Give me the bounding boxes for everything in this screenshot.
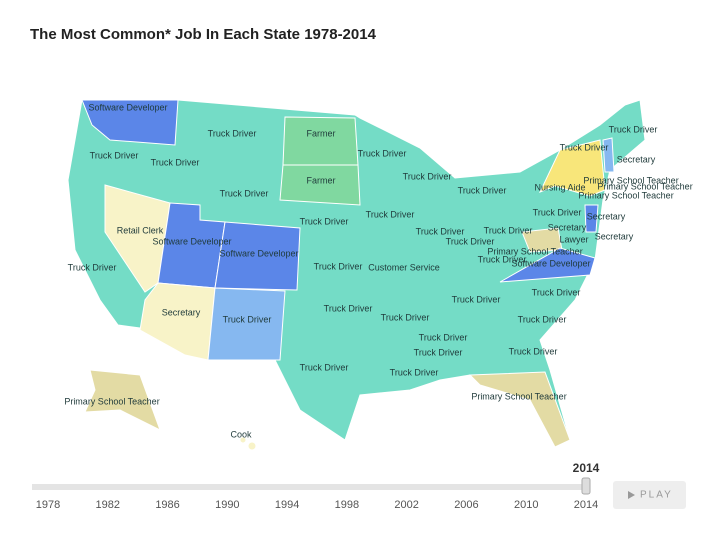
state-label: Truck Driver — [68, 262, 117, 272]
state-label: Truck Driver — [419, 332, 468, 342]
state-label: Software Developer — [152, 236, 231, 246]
state-label: Lawyer — [559, 234, 588, 244]
state-label: Truck Driver — [452, 294, 501, 304]
slider-tick-label: 1994 — [275, 499, 299, 511]
arizona — [139, 282, 216, 361]
state-label: Truck Driver — [414, 347, 463, 357]
state-label: Primary School Teacher — [583, 175, 678, 185]
state-label: Truck Driver — [484, 225, 533, 235]
state-label: Secretary — [617, 154, 656, 164]
state-label: Truck Driver — [223, 314, 272, 324]
play-label: PLAY — [640, 490, 673, 501]
state-label: Truck Driver — [220, 188, 269, 198]
state-label: Cook — [230, 429, 252, 439]
slider-tick-label: 2006 — [454, 499, 478, 511]
state-label: Primary School Teacher — [597, 181, 692, 191]
slider-tick-label: 1990 — [215, 499, 239, 511]
colorado — [214, 221, 301, 291]
state-label: Primary School Teacher — [64, 396, 159, 406]
state-label: Truck Driver — [151, 157, 200, 167]
washington — [81, 99, 179, 146]
state-label: Truck Driver — [509, 346, 558, 356]
state-label: Truck Driver — [403, 171, 452, 181]
state-label: Truck Driver — [366, 209, 415, 219]
north-dakota — [282, 116, 359, 166]
play-button[interactable] — [613, 481, 686, 509]
virginia — [499, 247, 596, 283]
slider-current: 2014 — [573, 461, 600, 475]
state-label: Truck Driver — [478, 254, 527, 264]
state-label: Truck Driver — [324, 303, 373, 313]
state-label: Truck Driver — [358, 148, 407, 158]
state-label: Primary School Teacher — [471, 391, 566, 401]
state-label: Software Developer — [219, 248, 298, 258]
state-label: Truck Driver — [390, 367, 439, 377]
state-label: Primary School Teacher — [578, 190, 673, 200]
state-label: Secretary — [162, 307, 201, 317]
slider-tick-label: 2014 — [574, 499, 598, 511]
hawaii — [247, 441, 257, 451]
state-label: Truck Driver — [518, 314, 567, 324]
state-label: Truck Driver — [609, 124, 658, 134]
new-mexico — [207, 287, 286, 361]
state-label: Truck Driver — [300, 362, 349, 372]
state-label: Secretary — [548, 222, 587, 232]
hawaii — [239, 436, 247, 444]
slider-handle[interactable] — [581, 477, 591, 495]
slider-tick-label: 1986 — [155, 499, 179, 511]
state-label: Nursing Aide — [534, 182, 585, 192]
state-label: Secretary — [595, 231, 634, 241]
slider-tick-label: 1978 — [36, 499, 60, 511]
state-label: Secretary — [587, 211, 626, 221]
state-label: Truck Driver — [90, 150, 139, 160]
state-label: Software Developer — [88, 102, 167, 112]
state-label: Truck Driver — [381, 312, 430, 322]
state-label: Truck Driver — [300, 216, 349, 226]
state-label: Truck Driver — [458, 185, 507, 195]
state-label: Truck Driver — [533, 207, 582, 217]
title: The Most Common* Job In Each State 1978-… — [30, 26, 377, 43]
alaska — [84, 369, 161, 432]
new-england — [602, 137, 615, 173]
state-label: Truck Driver — [560, 142, 609, 152]
state-label: Truck Driver — [416, 226, 465, 236]
new-jersey — [584, 204, 599, 233]
slider-tick-label: 1998 — [335, 499, 359, 511]
state-label: Software Developer — [511, 258, 590, 268]
map — [67, 99, 646, 451]
slider-tick-label: 2010 — [514, 499, 538, 511]
state-label: Primary School Teacher — [487, 246, 582, 256]
nevada — [104, 184, 171, 293]
state-label: Truck Driver — [532, 287, 581, 297]
state-label: Truck Driver — [208, 128, 257, 138]
south-dakota — [279, 164, 361, 206]
slider-tick-label: 1982 — [96, 499, 120, 511]
state-label: Truck Driver — [314, 261, 363, 271]
state-label: Customer Service — [368, 262, 440, 272]
state-label: Farmer — [307, 175, 336, 185]
state-label: Truck Driver — [446, 236, 495, 246]
slider-tick-label: 2002 — [394, 499, 418, 511]
play-icon — [628, 491, 635, 499]
state-label: Farmer — [307, 128, 336, 138]
new-york — [538, 139, 606, 197]
state-label: Retail Clerk — [117, 225, 164, 235]
florida — [468, 371, 571, 448]
